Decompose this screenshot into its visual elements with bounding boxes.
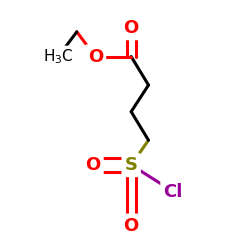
Text: O: O: [85, 156, 100, 174]
Text: S: S: [125, 156, 138, 174]
Text: $\mathsf{H_3C}$: $\mathsf{H_3C}$: [43, 47, 74, 66]
Text: O: O: [124, 217, 139, 235]
Text: O: O: [124, 19, 139, 37]
Text: O: O: [88, 48, 103, 66]
Text: Cl: Cl: [164, 182, 183, 200]
